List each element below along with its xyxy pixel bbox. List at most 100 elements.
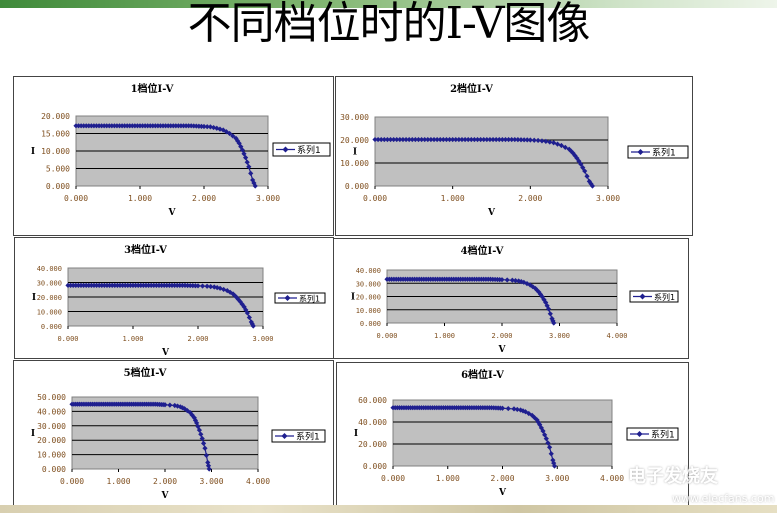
- data-point: [582, 168, 588, 174]
- data-point: [536, 289, 542, 295]
- y-tick-label: 10.000: [356, 307, 381, 315]
- y-tick-label: 40.000: [358, 418, 387, 427]
- x-tick-label: 2.000: [491, 332, 512, 340]
- data-point: [518, 137, 524, 143]
- data-point: [249, 321, 255, 327]
- data-point: [443, 136, 450, 143]
- data-point: [551, 460, 557, 466]
- watermark-logo: 电子发烧友: [628, 466, 718, 487]
- y-tick-label: 15.000: [41, 130, 70, 139]
- data-point: [372, 136, 378, 143]
- data-point: [162, 402, 168, 408]
- y-tick-label: 10.000: [37, 309, 62, 317]
- data-point: [177, 282, 183, 288]
- data-point: [192, 283, 198, 289]
- data-point: [515, 137, 521, 143]
- x-tick-label: 2.000: [153, 477, 177, 486]
- data-point: [167, 402, 173, 408]
- data-point: [493, 136, 499, 143]
- slide-title: 不同档位时的I-V图像: [187, 0, 591, 49]
- data-point: [499, 277, 505, 283]
- y-tick-label: 40.000: [356, 267, 381, 275]
- data-point: [425, 136, 431, 143]
- legend-marker-icon: [282, 146, 289, 153]
- data-point: [381, 136, 387, 143]
- data-point: [227, 289, 233, 295]
- data-point: [199, 283, 206, 289]
- legend-marker-icon: [639, 293, 646, 300]
- x-tick-label: 0.000: [60, 477, 84, 486]
- slide-bottom-bar: [0, 505, 777, 513]
- y-tick-label: 10.000: [41, 147, 70, 156]
- data-point: [204, 124, 210, 130]
- data-point: [230, 133, 236, 139]
- x-axis-label: V: [498, 345, 507, 355]
- x-tick-label: 1.000: [441, 194, 465, 203]
- data-point: [529, 412, 535, 418]
- y-tick-label: 0.000: [41, 323, 62, 331]
- data-point: [535, 137, 541, 144]
- x-tick-label: 3.000: [252, 335, 273, 343]
- x-tick-label: 4.000: [606, 332, 627, 340]
- data-point: [204, 283, 210, 289]
- data-point: [246, 164, 252, 170]
- chart-title: 5档位I-V: [124, 366, 167, 379]
- y-tick-label: 20.000: [340, 136, 369, 145]
- data-point: [545, 306, 552, 312]
- data-point: [406, 136, 412, 143]
- data-point: [490, 136, 496, 143]
- data-point: [535, 419, 541, 425]
- data-point: [198, 431, 204, 437]
- y-tick-label: 10.000: [37, 451, 66, 460]
- data-point: [431, 136, 437, 143]
- data-point: [208, 284, 214, 290]
- y-axis-label: I: [354, 429, 358, 439]
- chart-1: 0.000 5.000 10.000 15.000 20.000 0.000 1.000 2.…: [13, 76, 334, 236]
- data-point: [394, 136, 400, 143]
- data-point: [378, 136, 384, 143]
- data-point: [151, 282, 157, 288]
- data-point: [199, 435, 205, 442]
- data-point: [422, 136, 428, 143]
- data-point: [522, 409, 529, 415]
- y-tick-label: 20.000: [37, 294, 62, 302]
- data-point: [548, 451, 554, 457]
- y-axis-label: I: [31, 147, 35, 157]
- legend-box: [271, 429, 326, 443]
- legend-marker-icon: [637, 149, 644, 155]
- data-point: [543, 436, 549, 442]
- data-point: [248, 170, 254, 176]
- legend-label: 系列1: [297, 144, 321, 156]
- data-point: [546, 444, 553, 450]
- data-point: [462, 136, 468, 143]
- data-point: [514, 406, 520, 413]
- chart-title: 1档位I-V: [131, 82, 174, 95]
- data-point: [397, 136, 403, 143]
- data-point: [456, 136, 462, 143]
- legend: 系列1: [629, 290, 679, 303]
- data-point: [481, 136, 487, 143]
- data-point: [434, 136, 440, 143]
- y-tick-label: 0.000: [345, 182, 369, 191]
- data-point: [512, 136, 518, 143]
- data-point: [509, 136, 515, 143]
- data-point: [453, 136, 459, 143]
- data-point: [428, 136, 434, 143]
- data-point: [554, 141, 561, 147]
- data-point: [551, 463, 558, 469]
- y-tick-label: 0.000: [363, 462, 387, 471]
- data-point: [586, 178, 592, 184]
- data-point: [589, 183, 596, 189]
- data-point: [182, 282, 188, 288]
- data-point: [412, 136, 418, 143]
- data-point: [478, 136, 484, 143]
- x-axis-label: V: [498, 488, 507, 498]
- data-point: [484, 136, 490, 143]
- legend-marker-icon: [281, 433, 288, 439]
- data-point: [531, 137, 537, 143]
- x-tick-label: 3.000: [549, 332, 570, 340]
- x-tick-label: 0.000: [363, 194, 387, 203]
- y-tick-label: 40.000: [37, 407, 66, 416]
- data-point: [179, 405, 186, 411]
- data-point: [250, 323, 256, 329]
